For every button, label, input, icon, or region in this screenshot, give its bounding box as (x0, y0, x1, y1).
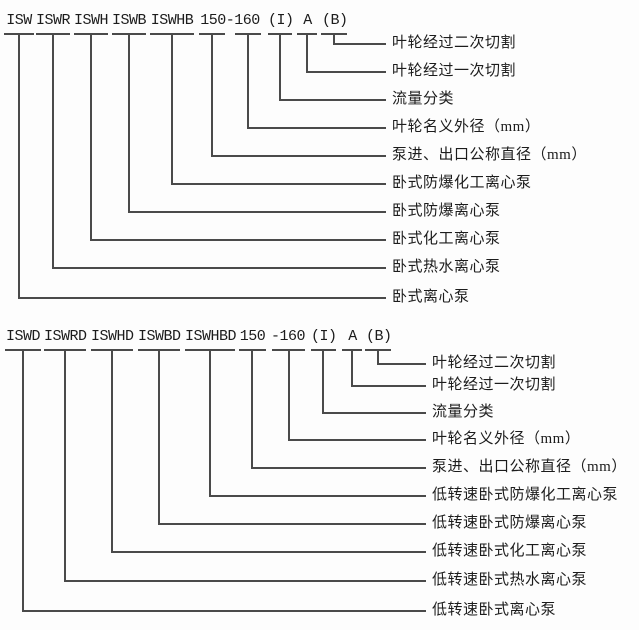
model-token: 150 (239, 328, 266, 345)
connector-line-horizontal (306, 71, 386, 73)
meaning-label: 卧式化工离心泵 (392, 231, 501, 247)
connector-line-vertical (171, 33, 173, 185)
meaning-label: 低转速卧式防爆化工离心泵 (432, 487, 619, 503)
meaning-label: 泵进、出口公称直径（mm） (392, 147, 587, 163)
connector-line-horizontal (322, 412, 426, 414)
meaning-label: 叶轮名义外径（mm） (392, 119, 541, 135)
connector-line-horizontal (211, 155, 386, 157)
connector-line-horizontal (251, 467, 426, 469)
model-token: (I) (268, 12, 294, 29)
meaning-label: 卧式防爆化工离心泵 (392, 175, 532, 191)
connector-line-vertical (64, 349, 66, 582)
connector-line-vertical (351, 349, 353, 387)
model-token: ISWD (5, 328, 41, 345)
connector-line-horizontal (288, 439, 426, 441)
model-token: ISWHBD (185, 328, 237, 345)
meaning-label: 叶轮名义外径（mm） (432, 431, 581, 447)
connector-line-horizontal (209, 495, 426, 497)
model-token: (I) (311, 328, 337, 345)
model-token: (B) (322, 12, 348, 29)
meaning-label: 卧式离心泵 (392, 289, 470, 305)
connector-line-vertical (18, 33, 20, 299)
connector-line-vertical (288, 349, 290, 441)
connector-line-vertical (22, 349, 24, 612)
connector-line-horizontal (377, 363, 426, 365)
connector-line-horizontal (128, 211, 386, 213)
connector-line-vertical (111, 349, 113, 553)
connector-line-vertical (333, 33, 335, 45)
meaning-label: 低转速卧式化工离心泵 (432, 543, 588, 559)
model-token: 150-160 (200, 12, 260, 29)
meaning-label: 卧式防爆离心泵 (392, 203, 501, 219)
connector-line-horizontal (111, 551, 426, 553)
connector-line-horizontal (351, 385, 426, 387)
meaning-label: 泵进、出口公称直径（mm） (432, 459, 627, 475)
model-token: A (303, 12, 312, 29)
meaning-label: 叶轮经过一次切割 (392, 63, 517, 79)
meaning-label: 叶轮经过二次切割 (432, 355, 557, 371)
model-token: ISW (6, 12, 32, 29)
connector-line-vertical (251, 349, 253, 469)
connector-line-horizontal (52, 267, 386, 269)
connector-line-vertical (128, 33, 130, 213)
model-token: ISWHB (150, 12, 194, 29)
meaning-label: 叶轮经过二次切割 (392, 35, 517, 51)
model-token: ISWB (112, 12, 147, 29)
connector-line-vertical (306, 33, 308, 73)
model-token: ISWH (74, 12, 109, 29)
connector-line-vertical (279, 33, 281, 101)
connector-line-vertical (322, 349, 324, 414)
meaning-label: 流量分类 (392, 91, 455, 107)
meaning-label: 低转速卧式防爆离心泵 (432, 515, 588, 531)
meaning-label: 卧式热水离心泵 (392, 259, 501, 275)
connector-line-vertical (158, 349, 160, 525)
connector-line-horizontal (22, 610, 426, 612)
connector-line-horizontal (247, 127, 386, 129)
meaning-label: 流量分类 (432, 404, 495, 420)
meaning-label: 低转速卧式热水离心泵 (432, 572, 588, 588)
connector-line-horizontal (279, 99, 386, 101)
connector-line-horizontal (333, 43, 386, 45)
connector-line-vertical (90, 33, 92, 241)
model-token: ISWHD (91, 328, 134, 345)
connector-line-horizontal (64, 580, 426, 582)
model-token: -160 (271, 328, 306, 345)
connector-line-vertical (209, 349, 211, 497)
connector-line-horizontal (18, 297, 386, 299)
model-token: ISWRD (44, 328, 87, 345)
connector-line-horizontal (171, 183, 386, 185)
model-token: ISWR (36, 12, 71, 29)
connector-line-horizontal (158, 523, 426, 525)
meaning-label: 低转速卧式离心泵 (432, 602, 557, 618)
connector-line-horizontal (90, 239, 386, 241)
connector-line-vertical (247, 33, 249, 129)
model-token: ISWBD (138, 328, 181, 345)
meaning-label: 叶轮经过一次切割 (432, 377, 557, 393)
connector-line-vertical (52, 33, 54, 269)
connector-line-vertical (211, 33, 213, 157)
model-token: (B) (366, 328, 392, 345)
model-token: A (348, 328, 357, 345)
connector-line-vertical (377, 349, 379, 365)
